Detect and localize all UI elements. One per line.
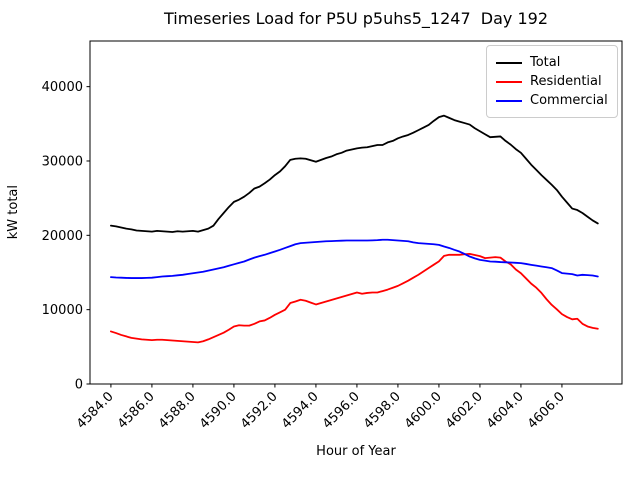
series-line-total	[110, 114, 599, 233]
legend: Total Residential Commercial	[486, 45, 618, 118]
x-tick-label: 4594.0	[279, 389, 322, 432]
x-tick-label: 4588.0	[156, 389, 199, 432]
axes-frame	[89, 40, 623, 385]
x-tick-label: 4590.0	[197, 389, 240, 432]
legend-item-residential: Residential	[496, 72, 608, 91]
series-line-residential	[110, 253, 599, 344]
x-tick-label: 4598.0	[361, 389, 404, 432]
chart-title: Timeseries Load for P5U p5uhs5_1247 Day …	[163, 9, 549, 28]
y-tick-label: 30000	[42, 154, 83, 169]
legend-label: Residential	[530, 74, 602, 89]
y-tick-label: 40000	[42, 80, 83, 95]
legend-item-total: Total	[496, 53, 608, 72]
x-tick-label: 4592.0	[238, 389, 281, 432]
legend-item-commercial: Commercial	[496, 91, 608, 110]
x-tick-label: 4604.0	[484, 389, 527, 432]
x-tick-label: 4596.0	[320, 389, 363, 432]
x-tick-label: 4606.0	[525, 389, 568, 432]
y-tick-label: 0	[75, 378, 83, 393]
legend-line-sample	[496, 99, 522, 102]
x-tick-label: 4600.0	[402, 389, 445, 432]
x-axis-label: Hour of Year	[316, 444, 396, 459]
legend-line-sample	[496, 80, 522, 83]
x-tick-label: 4584.0	[74, 389, 117, 432]
x-tick-label: 4586.0	[115, 389, 158, 432]
legend-label: Total	[530, 55, 561, 70]
legend-label: Commercial	[530, 93, 608, 108]
y-tick-label: 20000	[42, 229, 83, 244]
y-tick-label: 10000	[42, 303, 83, 318]
legend-line-sample	[496, 61, 522, 64]
series-line-commercial	[110, 238, 599, 279]
x-tick-label: 4602.0	[443, 389, 486, 432]
